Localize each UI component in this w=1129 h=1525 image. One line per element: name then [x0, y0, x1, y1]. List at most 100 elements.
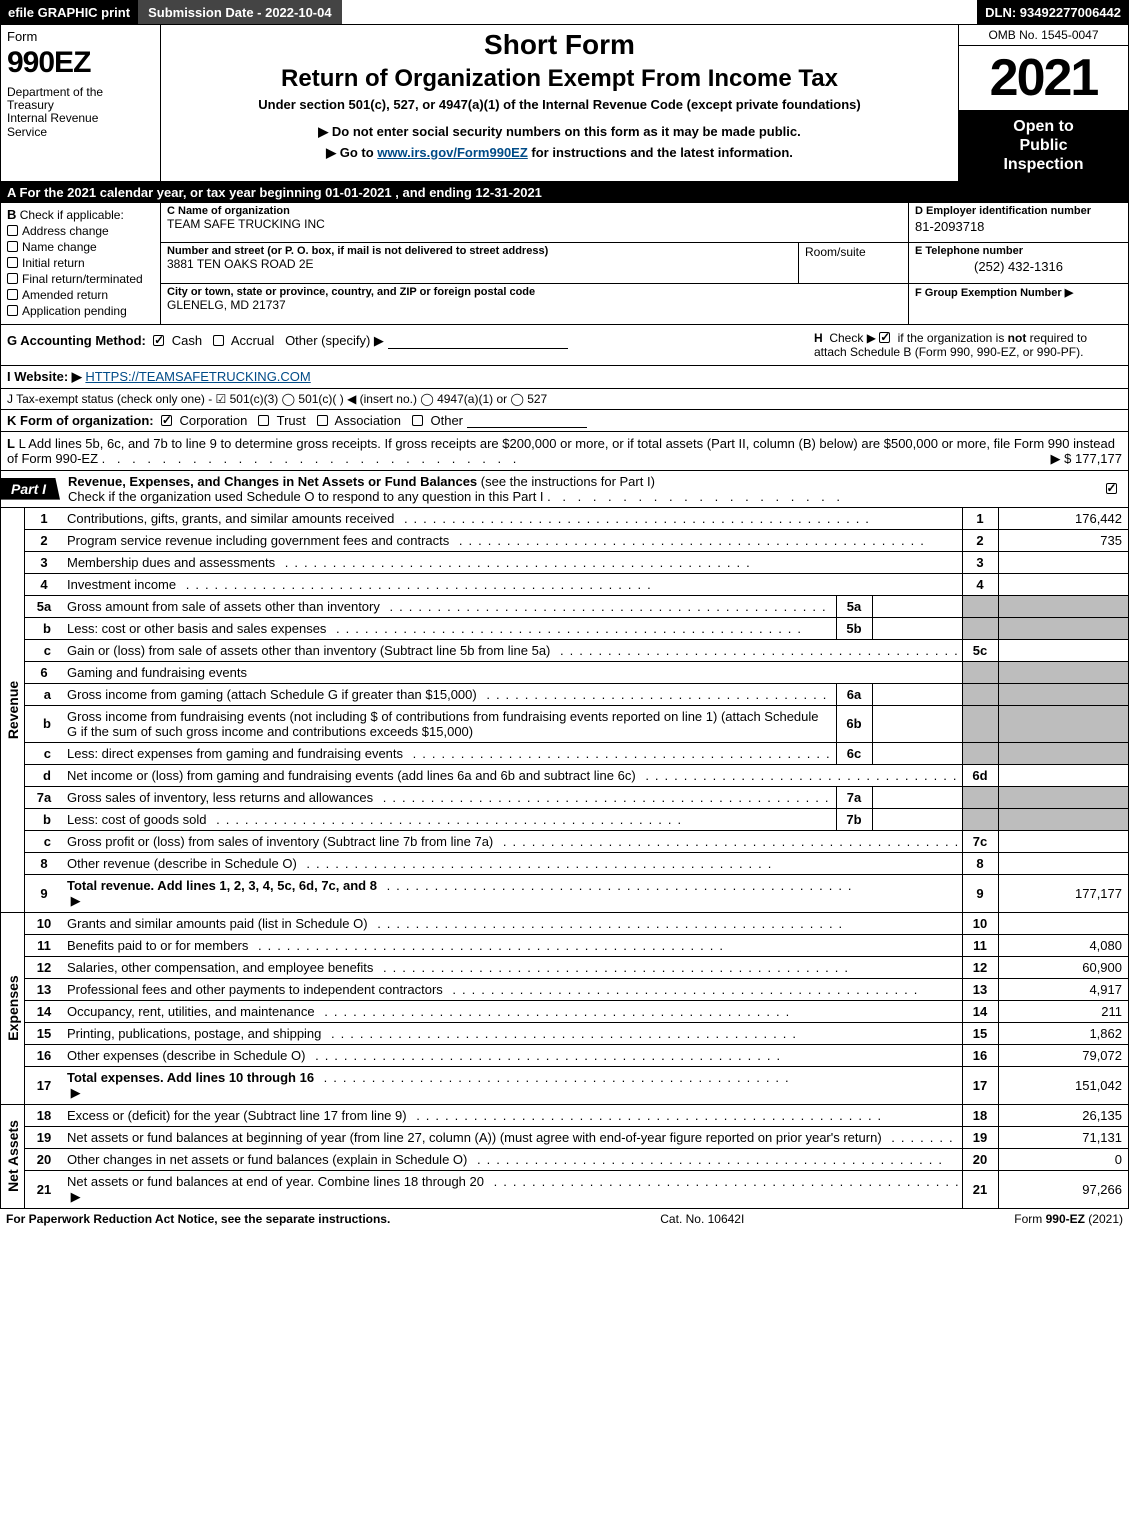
subbox-label: 5a — [836, 595, 872, 617]
k-other-field[interactable] — [467, 414, 587, 428]
check-association[interactable] — [317, 415, 328, 426]
l-amount: ▶ $ 177,177 — [1051, 451, 1122, 467]
line-num-col: 7c — [962, 830, 998, 852]
line-amount — [998, 617, 1128, 639]
form-line: dNet income or (loss) from gaming and fu… — [25, 764, 1128, 786]
ein-value: 81-2093718 — [915, 217, 1122, 236]
b-subtitle: Check if applicable: — [20, 208, 124, 222]
line-amount: 0 — [998, 1148, 1128, 1170]
form-line: cGross profit or (loss) from sales of in… — [25, 830, 1128, 852]
line-number: 7a — [25, 786, 63, 808]
revenue-block: Revenue 1Contributions, gifts, grants, a… — [1, 508, 1128, 913]
org-city: GLENELG, MD 21737 — [167, 298, 902, 312]
check-amended-return[interactable]: Amended return — [7, 288, 154, 302]
part1-schedule-o-check[interactable] — [1098, 481, 1128, 496]
check-application-pending[interactable]: Application pending — [7, 304, 154, 318]
expenses-block: Expenses 10Grants and similar amounts pa… — [1, 913, 1128, 1105]
netasset-table: 18Excess or (deficit) for the year (Subt… — [25, 1105, 1128, 1208]
line-desc: Investment income ......................… — [63, 573, 962, 595]
check-final-return[interactable]: Final return/terminated — [7, 272, 154, 286]
line-number: 10 — [25, 913, 63, 935]
line-desc: Printing, publications, postage, and shi… — [63, 1022, 962, 1044]
part1-title: Revenue, Expenses, and Changes in Net As… — [60, 471, 1098, 507]
goto-post: for instructions and the latest informat… — [528, 145, 793, 160]
line-desc: Net assets or fund balances at beginning… — [63, 1126, 962, 1148]
line-amount: 1,862 — [998, 1022, 1128, 1044]
check-schedule-b[interactable] — [879, 332, 890, 343]
check-name-change[interactable]: Name change — [7, 240, 154, 254]
c-city-label: City or town, state or province, country… — [167, 286, 902, 298]
line-num-col: 14 — [962, 1000, 998, 1022]
line-desc: Grants and similar amounts paid (list in… — [63, 913, 962, 935]
tax-year: 2021 — [959, 46, 1128, 111]
line-number: 17 — [25, 1066, 63, 1104]
line-l: L L Add lines 5b, 6c, and 7b to line 9 t… — [1, 432, 1128, 471]
line-num-col — [962, 786, 998, 808]
line-num-col: 13 — [962, 978, 998, 1000]
topbar-spacer — [342, 0, 978, 24]
line-number: b — [25, 617, 63, 639]
i-label: I Website: ▶ — [7, 369, 82, 384]
line-desc: Less: direct expenses from gaming and fu… — [63, 742, 836, 764]
line-desc: Other expenses (describe in Schedule O) … — [63, 1044, 962, 1066]
sections-bcdef: B Check if applicable: Address change Na… — [1, 203, 1128, 325]
h-letter: H — [814, 331, 823, 345]
line-desc: Occupancy, rent, utilities, and maintena… — [63, 1000, 962, 1022]
line-h: H Check ▶ if the organization is not req… — [808, 325, 1128, 365]
form-line: 6Gaming and fundraising events — [25, 661, 1128, 683]
footer-paperwork: For Paperwork Reduction Act Notice, see … — [6, 1212, 390, 1226]
line-amount: 4,917 — [998, 978, 1128, 1000]
subbox-label: 6b — [836, 705, 872, 742]
line-number: 11 — [25, 934, 63, 956]
g-other: Other (specify) ▶ — [285, 333, 384, 348]
line-desc: Benefits paid to or for members ........… — [63, 934, 962, 956]
expense-table: 10Grants and similar amounts paid (list … — [25, 913, 1128, 1104]
line-desc: Total expenses. Add lines 10 through 16 … — [63, 1066, 962, 1104]
check-other-org[interactable] — [412, 415, 423, 426]
check-cash[interactable] — [153, 335, 164, 346]
form-line: 11Benefits paid to or for members ......… — [25, 934, 1128, 956]
under-section-text: Under section 501(c), 527, or 4947(a)(1)… — [167, 97, 952, 112]
form-line: 18Excess or (deficit) for the year (Subt… — [25, 1105, 1128, 1127]
line-desc: Gaming and fundraising events — [63, 661, 962, 683]
line-amount: 176,442 — [998, 508, 1128, 530]
line-amount: 71,131 — [998, 1126, 1128, 1148]
subbox-label: 6a — [836, 683, 872, 705]
subbox-value — [872, 617, 962, 639]
open-to-public: Open toPublicInspection — [959, 111, 1128, 181]
revenue-sidelabel: Revenue — [1, 508, 25, 912]
line-num-col: 6d — [962, 764, 998, 786]
line-desc: Contributions, gifts, grants, and simila… — [63, 508, 962, 530]
line-desc: Gross income from gaming (attach Schedul… — [63, 683, 836, 705]
line-number: c — [25, 830, 63, 852]
form-line: 9Total revenue. Add lines 1, 2, 3, 4, 5c… — [25, 874, 1128, 912]
subbox-value — [872, 595, 962, 617]
efile-topbar: efile GRAPHIC print Submission Date - 20… — [0, 0, 1129, 24]
line-number: 18 — [25, 1105, 63, 1127]
website-link[interactable]: HTTPS://TEAMSAFETRUCKING.COM — [85, 369, 310, 384]
line-amount — [998, 639, 1128, 661]
g-other-field[interactable] — [388, 335, 568, 349]
efile-print-label[interactable]: efile GRAPHIC print — [0, 0, 138, 24]
line-number: 1 — [25, 508, 63, 530]
org-address: 3881 TEN OAKS ROAD 2E — [167, 257, 792, 271]
irs-link[interactable]: www.irs.gov/Form990EZ — [377, 145, 528, 160]
header-middle: Short Form Return of Organization Exempt… — [161, 25, 958, 181]
short-form-title: Short Form — [167, 29, 952, 61]
line-number: 8 — [25, 852, 63, 874]
check-initial-return[interactable]: Initial return — [7, 256, 154, 270]
check-address-change[interactable]: Address change — [7, 224, 154, 238]
page-footer: For Paperwork Reduction Act Notice, see … — [0, 1209, 1129, 1229]
line-num-col: 17 — [962, 1066, 998, 1104]
d-ein-label: D Employer identification number — [915, 205, 1122, 217]
check-corporation[interactable] — [161, 415, 172, 426]
line-amount — [998, 661, 1128, 683]
line-amount — [998, 913, 1128, 935]
check-accrual[interactable] — [213, 335, 224, 346]
section-b: B Check if applicable: Address change Na… — [1, 203, 161, 324]
line-amount — [998, 830, 1128, 852]
form-line: 14Occupancy, rent, utilities, and mainte… — [25, 1000, 1128, 1022]
line-number: 14 — [25, 1000, 63, 1022]
line-num-col: 2 — [962, 529, 998, 551]
check-trust[interactable] — [258, 415, 269, 426]
